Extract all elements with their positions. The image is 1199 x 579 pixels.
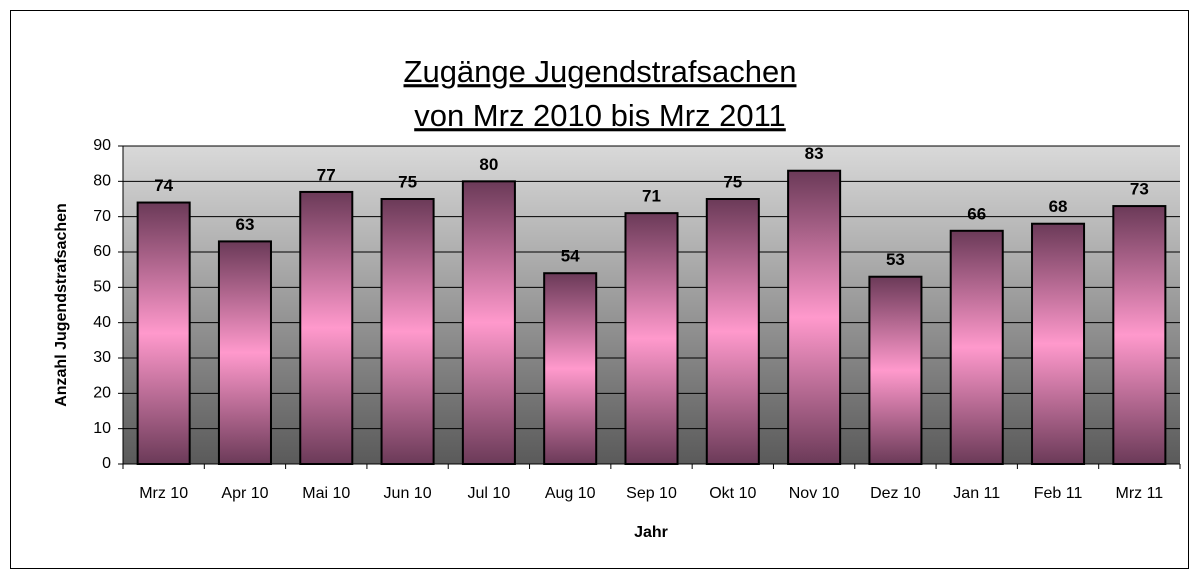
chart-title: Zugänge Jugendstrafsachen bbox=[404, 54, 797, 89]
bar bbox=[461, 180, 516, 465]
value-label: 83 bbox=[805, 144, 824, 163]
value-label: 66 bbox=[967, 204, 986, 223]
y-tick-label: 60 bbox=[93, 243, 111, 260]
x-tick-label: Mrz 10 bbox=[139, 485, 188, 502]
bar bbox=[1112, 205, 1167, 465]
chart-subtitle: von Mrz 2010 bis Mrz 2011 bbox=[414, 98, 786, 133]
bar bbox=[705, 198, 760, 465]
value-label: 68 bbox=[1049, 197, 1068, 216]
x-tick-label: Feb 11 bbox=[1034, 485, 1083, 502]
y-tick-label: 30 bbox=[93, 349, 111, 366]
bar bbox=[787, 169, 842, 465]
bar bbox=[380, 198, 435, 465]
value-label: 73 bbox=[1130, 180, 1149, 199]
bar bbox=[543, 272, 598, 466]
value-label: 77 bbox=[317, 165, 336, 184]
value-label: 53 bbox=[886, 250, 905, 269]
x-tick-label: Jun 10 bbox=[384, 485, 432, 502]
x-tick-label: Sep 10 bbox=[626, 485, 677, 502]
x-tick-label: Mai 10 bbox=[302, 485, 350, 502]
bar bbox=[868, 275, 923, 465]
y-tick-label: 20 bbox=[93, 385, 111, 402]
x-tick-label: Nov 10 bbox=[789, 485, 840, 502]
y-tick-label: 50 bbox=[93, 279, 111, 296]
x-tick-label: Jan 11 bbox=[953, 485, 1000, 502]
bar bbox=[1031, 222, 1086, 465]
y-axis-label: Anzahl Jugendstrafsachen bbox=[53, 203, 70, 407]
value-label: 75 bbox=[723, 172, 742, 191]
x-tick-label: Aug 10 bbox=[545, 485, 596, 502]
x-axis-label: Jahr bbox=[634, 524, 668, 541]
y-tick-label: 80 bbox=[93, 173, 111, 190]
y-tick-label: 0 bbox=[102, 455, 111, 472]
x-tick-label: Okt 10 bbox=[709, 485, 756, 502]
x-tick-label: Dez 10 bbox=[870, 485, 921, 502]
value-label: 54 bbox=[561, 247, 580, 266]
value-label: 74 bbox=[154, 176, 173, 195]
x-tick-label: Mrz 11 bbox=[1115, 485, 1163, 502]
bar bbox=[624, 212, 679, 465]
x-tick-label: Apr 10 bbox=[221, 485, 268, 502]
value-label: 63 bbox=[236, 215, 255, 234]
y-tick-label: 40 bbox=[93, 314, 111, 331]
bar bbox=[949, 229, 1004, 465]
value-label: 75 bbox=[398, 172, 417, 191]
bar bbox=[136, 201, 191, 466]
bar bbox=[299, 190, 354, 466]
y-tick-label: 70 bbox=[93, 208, 111, 225]
y-tick-label: 10 bbox=[93, 420, 111, 437]
value-label: 80 bbox=[479, 155, 498, 174]
value-label: 71 bbox=[642, 187, 661, 206]
x-tick-label: Jul 10 bbox=[468, 485, 511, 502]
bar bbox=[217, 240, 272, 465]
y-tick-label: 90 bbox=[93, 137, 111, 154]
